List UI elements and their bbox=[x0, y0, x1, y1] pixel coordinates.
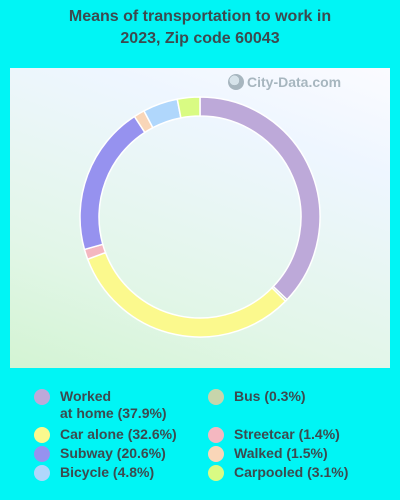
watermark: City-Data.com bbox=[228, 74, 341, 90]
city-data-logo-icon bbox=[228, 74, 244, 90]
legend-item-subway: Subway (20.6%) bbox=[34, 445, 166, 462]
legend-swatch bbox=[208, 465, 224, 481]
legend-swatch bbox=[34, 446, 50, 462]
chart-plot-area bbox=[10, 68, 390, 368]
legend-swatch bbox=[208, 389, 224, 405]
legend-item-worked-at-home: Worked at home (37.9%) bbox=[34, 388, 167, 422]
chart-title-line2: 2023, Zip code 60043 bbox=[120, 30, 280, 47]
legend-item-bus: Bus (0.3%) bbox=[208, 388, 306, 405]
legend-item-bicycle: Bicycle (4.8%) bbox=[34, 464, 154, 481]
legend-swatch bbox=[208, 427, 224, 443]
legend-swatch bbox=[34, 389, 50, 405]
legend-swatch bbox=[208, 446, 224, 462]
chart-legend: Worked at home (37.9%) Car alone (32.6%)… bbox=[0, 380, 400, 490]
watermark-text: City-Data.com bbox=[247, 74, 342, 90]
legend-label: Worked bbox=[60, 388, 112, 404]
legend-label: Car alone (32.6%) bbox=[60, 426, 177, 442]
chart-title: Means of transportation to work in 2023,… bbox=[0, 6, 400, 50]
legend-label: Carpooled (3.1%) bbox=[234, 464, 349, 480]
legend-label: Bicycle (4.8%) bbox=[60, 464, 155, 480]
donut-slice-carpooled bbox=[176, 96, 201, 119]
legend-item-walked: Walked (1.5%) bbox=[208, 445, 328, 462]
donut-chart bbox=[79, 96, 321, 338]
legend-label: Walked (1.5%) bbox=[234, 445, 328, 461]
legend-swatch bbox=[34, 427, 50, 443]
legend-item-car-alone: Car alone (32.6%) bbox=[34, 426, 177, 443]
legend-label: Bus (0.3%) bbox=[234, 388, 306, 404]
legend-label: Subway (20.6%) bbox=[60, 445, 166, 461]
donut-slice-worked-at-home bbox=[199, 96, 321, 301]
legend-label-line2: at home (37.9%) bbox=[60, 405, 167, 421]
legend-label: Streetcar (1.4%) bbox=[234, 426, 340, 442]
legend-swatch bbox=[34, 465, 50, 481]
chart-title-line1: Means of transportation to work in bbox=[68, 8, 332, 25]
legend-item-carpooled: Carpooled (3.1%) bbox=[208, 464, 348, 481]
donut-slice-car-alone bbox=[86, 251, 287, 338]
donut-slice-subway bbox=[79, 115, 146, 251]
legend-item-streetcar: Streetcar (1.4%) bbox=[208, 426, 340, 443]
